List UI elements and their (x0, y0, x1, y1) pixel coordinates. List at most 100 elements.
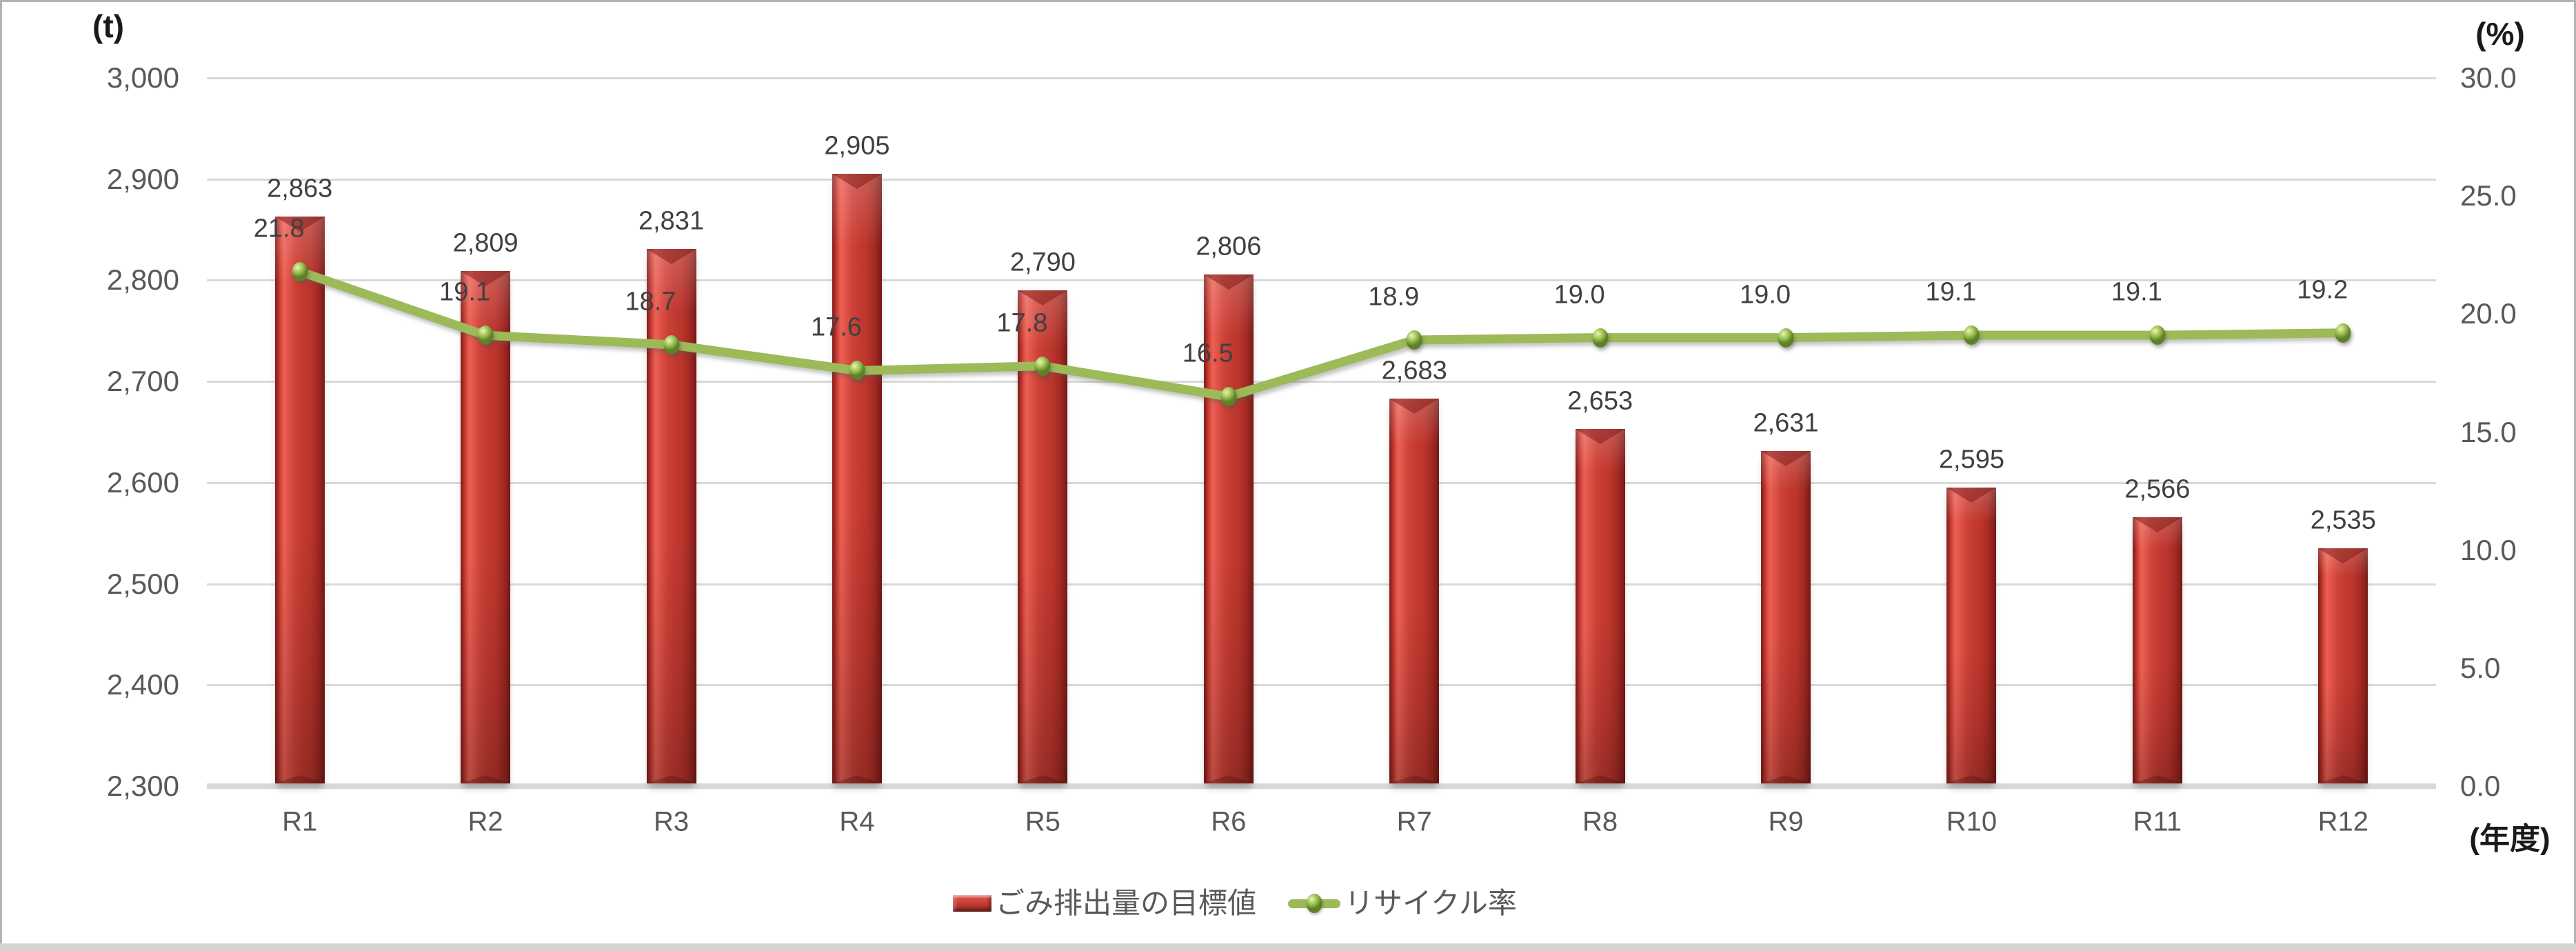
right-axis-unit-label: (%) (2475, 16, 2525, 52)
bar-value-label: 2,683 (1381, 356, 1447, 386)
bar (2132, 517, 2182, 783)
bar-shading (2318, 548, 2368, 783)
bar-top-bevel (1761, 451, 1811, 467)
legend-line-marker (1306, 894, 1322, 913)
gridline (207, 481, 2436, 484)
right-axis-tick: 20.0 (2460, 297, 2517, 330)
line-marker (1406, 330, 1422, 350)
bar (1203, 274, 1254, 783)
line-marker (849, 361, 865, 381)
x-axis-label: R5 (1025, 806, 1060, 837)
bar-top-bevel (1946, 488, 1997, 503)
x-axis-line (207, 783, 2436, 789)
bar-bottom-bevel (646, 774, 696, 783)
left-axis-tick: 2,300 (106, 770, 179, 802)
bar (1575, 429, 1625, 783)
bar-shading (461, 271, 511, 783)
bar-shading (1203, 274, 1254, 783)
x-axis-label: R4 (839, 806, 875, 837)
bar-bottom-bevel (2318, 774, 2368, 783)
bar-bottom-bevel (274, 774, 325, 783)
bar-value-label: 2,535 (2310, 505, 2376, 535)
bar-top-bevel (274, 216, 325, 232)
bar-value-label: 2,595 (1938, 445, 2004, 474)
bar-bottom-bevel (832, 774, 882, 783)
line-marker (1592, 328, 1609, 348)
bar (646, 248, 696, 783)
bar-shading (1389, 399, 1440, 783)
bar (832, 174, 882, 783)
bar (461, 271, 511, 783)
bar-value-label: 2,831 (638, 206, 705, 236)
line-value-label: 19.0 (1740, 280, 1791, 310)
bar-bottom-bevel (1946, 774, 1997, 783)
line-value-label: 19.1 (1925, 277, 1977, 307)
gridline (207, 279, 2436, 282)
bar-value-label: 2,806 (1196, 232, 1262, 261)
x-axis-label: R8 (1582, 806, 1618, 837)
line-value-label: 21.8 (253, 214, 305, 243)
bar (1389, 399, 1440, 783)
bar-value-label: 2,631 (1753, 408, 1819, 438)
bar-top-bevel (1389, 399, 1440, 414)
line-value-label: 19.0 (1553, 280, 1605, 310)
bar-bottom-bevel (1389, 774, 1440, 783)
right-axis-tick: 10.0 (2460, 533, 2517, 566)
line-value-label: 19.1 (2111, 277, 2162, 307)
x-axis-label: R9 (1768, 806, 1804, 837)
bar (1761, 451, 1811, 783)
bar-top-bevel (461, 271, 511, 287)
line-marker (1034, 356, 1051, 376)
bar-bottom-bevel (461, 774, 511, 783)
left-axis-tick: 2,400 (106, 668, 179, 701)
x-axis-label: R6 (1211, 806, 1247, 837)
right-axis-tick: 30.0 (2460, 61, 2517, 94)
line-marker (1220, 387, 1237, 407)
line-value-label: 18.9 (1368, 282, 1420, 312)
gridline (207, 77, 2436, 79)
bar-top-bevel (646, 248, 696, 264)
line-value-label: 17.8 (996, 308, 1048, 338)
bar-top-bevel (1575, 429, 1625, 445)
line-marker (2149, 326, 2166, 346)
bar-top-bevel (1018, 290, 1068, 306)
right-axis-tick: 25.0 (2460, 179, 2517, 212)
left-axis-tick: 2,800 (106, 263, 179, 297)
bar-shading (1575, 429, 1625, 783)
left-axis-tick: 2,500 (106, 567, 179, 600)
x-axis-label: R10 (1946, 806, 1998, 837)
gridline (207, 178, 2436, 181)
x-axis-label: R1 (282, 806, 318, 837)
legend-line-label: リサイクル率 (1345, 887, 1517, 919)
x-axis-label: R11 (2133, 806, 2182, 837)
bar-shading (274, 216, 325, 783)
bar-top-bevel (2132, 517, 2182, 532)
bar-shading (2132, 517, 2182, 783)
bar-value-label: 2,809 (452, 228, 519, 258)
right-axis-tick: 0.0 (2460, 770, 2501, 802)
line-marker (663, 334, 680, 354)
bar-bottom-bevel (1203, 774, 1254, 783)
line-marker (477, 326, 494, 346)
bar (1946, 488, 1997, 783)
bar-shading (832, 174, 882, 783)
bar-top-bevel (2318, 548, 2368, 564)
bar-top-bevel (1203, 274, 1254, 290)
bar-top-bevel (832, 174, 882, 190)
bar-bottom-bevel (1575, 774, 1625, 783)
bar-value-label: 2,566 (2124, 474, 2191, 504)
left-axis-tick: 3,000 (106, 61, 179, 94)
line-value-label: 18.7 (625, 287, 676, 317)
bar-value-label: 2,653 (1567, 386, 1633, 416)
line-value-label: 19.2 (2297, 275, 2348, 305)
bar (274, 216, 325, 783)
line-marker (292, 261, 308, 281)
line-marker (2335, 323, 2351, 343)
left-axis-tick: 2,700 (106, 365, 179, 398)
bar-bottom-bevel (1018, 774, 1068, 783)
bar (2318, 548, 2368, 783)
bar-value-label: 2,863 (267, 174, 333, 203)
bar-value-label: 2,790 (1009, 248, 1076, 277)
